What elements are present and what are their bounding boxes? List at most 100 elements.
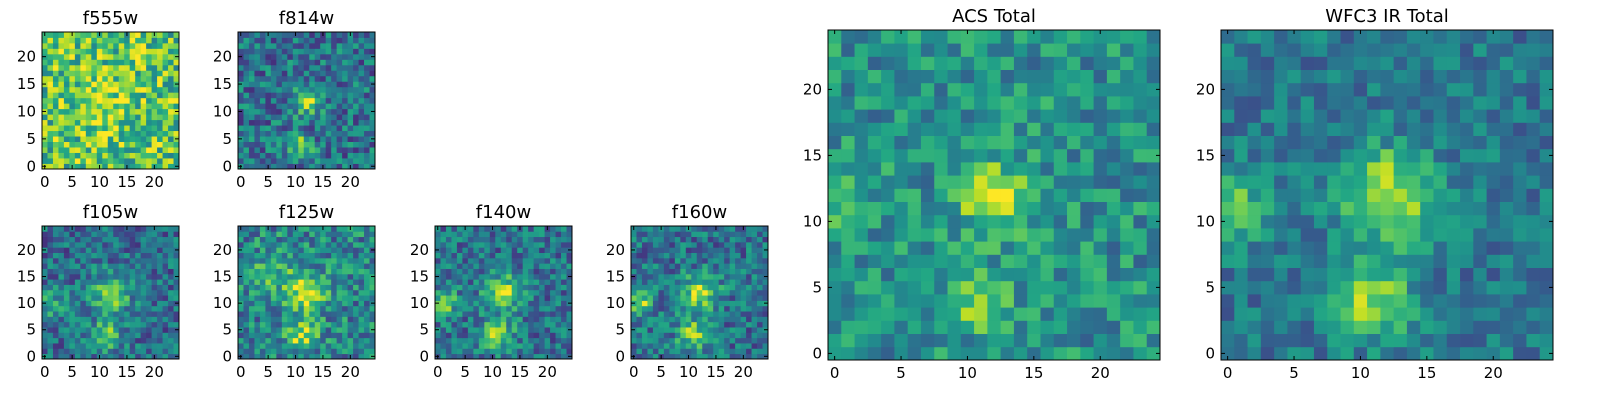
heatmap-cell [85, 152, 92, 159]
heatmap-cell [309, 279, 316, 285]
y-tick-label: 0 [419, 347, 429, 365]
heatmap-cell [489, 247, 496, 253]
heatmap-cell [331, 64, 338, 71]
heatmap-cell [118, 53, 125, 60]
heatmap-cell [1353, 280, 1368, 295]
heatmap-cell [303, 353, 310, 360]
heatmap-cell [238, 231, 244, 238]
heatmap-cell [1247, 241, 1262, 255]
heatmap-cell [658, 241, 665, 248]
heatmap-cell [1053, 241, 1068, 255]
heatmap-cell [561, 263, 567, 269]
heatmap-cell [987, 294, 1002, 308]
heatmap-cell [1027, 307, 1041, 321]
heatmap-cell [303, 321, 310, 328]
heatmap-cell [238, 130, 244, 137]
heatmap-cell [484, 236, 491, 243]
heatmap-cell [445, 247, 452, 253]
heatmap-cell [151, 337, 158, 344]
heatmap-cell [894, 254, 909, 268]
heatmap-cell [456, 252, 463, 259]
heatmap-cell [292, 247, 299, 253]
heatmap-cell [314, 226, 321, 232]
heatmap-cell [1300, 188, 1315, 202]
heatmap-cell [462, 284, 469, 291]
heatmap-cell [52, 103, 59, 110]
heatmap-cell [52, 252, 59, 259]
heatmap-cell [238, 252, 244, 259]
heatmap-cell [920, 280, 935, 295]
heatmap-cell [751, 316, 758, 323]
heatmap-cell [243, 226, 250, 232]
heatmap-cell [157, 257, 163, 264]
heatmap-cell [528, 305, 535, 312]
heatmap-cell [1340, 188, 1355, 202]
heatmap-cell [96, 263, 103, 269]
heatmap-cell [1000, 214, 1015, 229]
heatmap-cell [934, 280, 948, 295]
heatmap-cell [146, 70, 152, 77]
heatmap-cell [96, 48, 103, 55]
heatmap-cell [511, 343, 518, 349]
heatmap-cell [42, 295, 48, 301]
heatmap-cell [663, 289, 670, 296]
heatmap-cell [894, 320, 909, 334]
heatmap-cell [146, 289, 152, 296]
heatmap-cell [52, 343, 59, 349]
heatmap-cell [107, 226, 114, 232]
heatmap-cell [947, 162, 962, 176]
heatmap-cell [281, 241, 288, 248]
heatmap-cell [52, 300, 59, 307]
heatmap-cell [533, 289, 540, 296]
heatmap-cell [69, 327, 76, 333]
heatmap-cell [118, 32, 125, 38]
heatmap-cell [146, 147, 152, 153]
heatmap-cell [631, 321, 637, 328]
heatmap-cell [500, 327, 507, 333]
heatmap-cell [484, 337, 491, 344]
heatmap-cell [91, 37, 98, 44]
heatmap-cell [113, 263, 120, 269]
heatmap-cell [58, 70, 65, 77]
heatmap-cell [342, 32, 348, 38]
heatmap-cell [358, 70, 365, 77]
heatmap-cell [1274, 267, 1288, 282]
heatmap-cell [124, 147, 131, 153]
heatmap-cell [80, 147, 87, 153]
heatmap-cell [1393, 162, 1408, 176]
heatmap-cell [140, 141, 147, 148]
heatmap-cell [364, 108, 370, 115]
heatmap-cell [118, 130, 125, 137]
heatmap-cell [894, 280, 909, 295]
heatmap-cell [80, 305, 87, 312]
heatmap-cell [146, 332, 152, 339]
heatmap-cell [325, 64, 332, 71]
heatmap-cell [489, 348, 496, 355]
heatmap-cell [1080, 346, 1094, 361]
heatmap-cell [854, 254, 869, 268]
heatmap-cell [920, 307, 935, 321]
heatmap-cell [1067, 254, 1081, 268]
heatmap-cell [140, 152, 147, 159]
heatmap-cell [287, 353, 294, 360]
heatmap-cell [511, 247, 518, 253]
heatmap-cell [440, 327, 447, 333]
heatmap-cell [707, 289, 714, 296]
heatmap-cell [1420, 307, 1434, 321]
heatmap-cell [118, 284, 125, 291]
heatmap-cell [47, 348, 54, 355]
heatmap-cell [336, 231, 343, 238]
heatmap-cell [451, 348, 458, 355]
heatmap-cell [550, 273, 556, 280]
heatmap-cell [511, 279, 518, 285]
heatmap-cell [724, 337, 731, 344]
heatmap-cell [550, 348, 556, 355]
heatmap-cell [702, 300, 709, 307]
heatmap-cell [309, 163, 316, 170]
heatmap-cell [495, 247, 502, 253]
heatmap-cell [157, 289, 163, 296]
heatmap-cell [511, 289, 518, 296]
heatmap-cell [1146, 96, 1161, 110]
heatmap-cell [669, 311, 676, 317]
heatmap-cell [314, 252, 321, 259]
